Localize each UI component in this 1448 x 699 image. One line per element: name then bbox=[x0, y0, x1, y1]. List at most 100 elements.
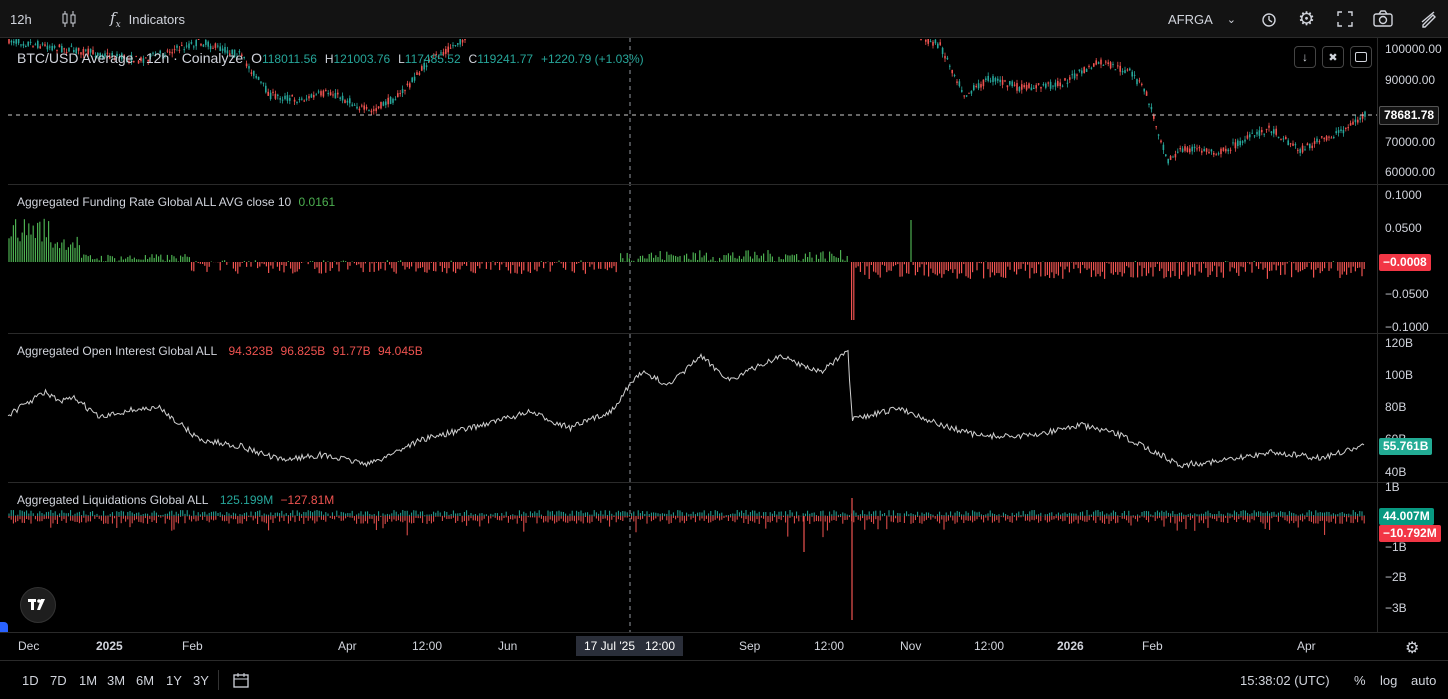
move-pane-down-button[interactable]: ↓ bbox=[1294, 46, 1316, 68]
open-value: 118011.56 bbox=[261, 52, 317, 66]
price-candle bbox=[1299, 149, 1301, 154]
date-range-button[interactable] bbox=[232, 661, 250, 699]
price-candle bbox=[77, 47, 80, 51]
price-candle bbox=[310, 94, 313, 98]
price-candle bbox=[20, 44, 22, 46]
price-candle bbox=[32, 45, 34, 47]
price-candle bbox=[994, 78, 997, 82]
range-6m-button[interactable]: 6M bbox=[136, 672, 155, 688]
pane-separator[interactable] bbox=[8, 333, 1448, 334]
price-candle bbox=[1138, 80, 1141, 82]
price-candle bbox=[392, 98, 394, 103]
price-candle bbox=[121, 53, 123, 60]
range-1d-button[interactable]: 1D bbox=[22, 672, 39, 688]
tradingview-logo[interactable] bbox=[20, 587, 56, 623]
price-candle bbox=[442, 52, 445, 55]
price-candle bbox=[1143, 88, 1145, 92]
price-candle bbox=[193, 46, 195, 48]
log-scale-button[interactable]: log bbox=[1380, 672, 1398, 688]
clock-timezone-button[interactable]: 15:38:02 (UTC) bbox=[1240, 672, 1330, 688]
liq-tick: −1B bbox=[1385, 540, 1407, 554]
time-axis[interactable]: Dec 2025 Feb Apr 12:00 Jun Sep 12:00 Nov… bbox=[0, 632, 1448, 660]
price-candle bbox=[231, 49, 233, 55]
price-candle bbox=[284, 95, 286, 100]
symbol-title[interactable]: BTC/USD Average · 12h · Coinalyze bbox=[17, 50, 244, 66]
fullscreen-button[interactable] bbox=[1336, 0, 1354, 38]
price-candle bbox=[224, 46, 226, 53]
percent-scale-button[interactable]: % bbox=[1354, 672, 1366, 688]
oi-tick: 100B bbox=[1385, 368, 1414, 382]
price-candle bbox=[97, 53, 99, 56]
price-candle bbox=[985, 78, 987, 80]
funding-title[interactable]: Aggregated Funding Rate Global ALL AVG c… bbox=[17, 195, 292, 209]
price-candle bbox=[281, 99, 284, 101]
price-candle bbox=[968, 92, 970, 94]
pane-separator[interactable] bbox=[8, 184, 1448, 185]
maximize-pane-button[interactable] bbox=[1350, 46, 1372, 68]
price-candle bbox=[1261, 129, 1263, 133]
range-3m-button[interactable]: 3M bbox=[107, 672, 126, 688]
pane-separator[interactable] bbox=[8, 482, 1448, 483]
price-candle bbox=[1203, 148, 1205, 152]
price-candle bbox=[101, 54, 104, 58]
price-candle bbox=[1078, 69, 1081, 72]
price-candle bbox=[217, 45, 219, 47]
price-candle bbox=[214, 43, 217, 48]
price-candle bbox=[1133, 74, 1136, 76]
auto-scale-button[interactable]: auto bbox=[1411, 672, 1437, 688]
price-candle bbox=[1364, 111, 1366, 117]
price-candle bbox=[92, 49, 94, 55]
indicators-button[interactable]: fx Indicators bbox=[110, 0, 185, 38]
price-candle bbox=[1246, 135, 1249, 139]
gear-icon[interactable]: ⚙ bbox=[1405, 640, 1420, 657]
oi-legend: Aggregated Open Interest Global ALL 94.3… bbox=[17, 344, 427, 358]
price-candle bbox=[1249, 134, 1251, 138]
symbol-button[interactable]: AFRGA ⌄ bbox=[1168, 0, 1236, 38]
price-candle bbox=[997, 78, 999, 81]
price-candle bbox=[149, 53, 152, 57]
price-candle bbox=[82, 49, 85, 56]
price-candle bbox=[970, 90, 973, 94]
pencil-icon bbox=[1421, 11, 1436, 28]
price-candle bbox=[171, 52, 173, 54]
collapse-pane-button[interactable]: ✖ bbox=[1322, 46, 1344, 68]
price-candle bbox=[1016, 83, 1018, 91]
range-1y-button[interactable]: 1Y bbox=[166, 672, 182, 688]
liq-title[interactable]: Aggregated Liquidations Global ALL bbox=[17, 493, 209, 507]
price-candle bbox=[322, 90, 325, 97]
price-candle bbox=[1285, 136, 1287, 140]
price-candle bbox=[308, 96, 310, 99]
price-candle bbox=[1208, 151, 1210, 154]
range-7d-button[interactable]: 7D bbox=[50, 672, 67, 688]
price-candle bbox=[106, 52, 109, 54]
price-candle bbox=[449, 47, 452, 49]
price-candle bbox=[1102, 64, 1105, 66]
indicators-label: Indicators bbox=[128, 11, 186, 27]
price-candle bbox=[349, 98, 351, 104]
liq-short-tag: −10.792M bbox=[1379, 525, 1441, 542]
price-candle bbox=[452, 45, 454, 47]
price-candle bbox=[70, 45, 73, 47]
price-candle bbox=[176, 45, 178, 48]
price-candle bbox=[1061, 85, 1064, 87]
range-1m-button[interactable]: 1M bbox=[79, 672, 98, 688]
price-candle bbox=[973, 85, 975, 91]
liq-long-tag: 44.007M bbox=[1379, 508, 1434, 525]
price-candle bbox=[370, 110, 373, 113]
last-price-tag: 78681.78 bbox=[1379, 106, 1440, 125]
settings-button[interactable]: ⚙ bbox=[1298, 0, 1315, 38]
price-candle bbox=[147, 60, 149, 62]
price-candle bbox=[173, 49, 176, 51]
drawing-tools-button[interactable] bbox=[1420, 0, 1438, 38]
chart-type-button[interactable] bbox=[60, 0, 78, 38]
screenshot-button[interactable] bbox=[1373, 0, 1393, 38]
range-3y-button[interactable]: 3Y bbox=[193, 672, 209, 688]
price-candle bbox=[1117, 65, 1119, 67]
price-candle bbox=[1186, 147, 1189, 152]
alert-button[interactable] bbox=[1260, 0, 1278, 38]
oi-title[interactable]: Aggregated Open Interest Global ALL bbox=[17, 344, 218, 358]
interval-button[interactable]: 12h bbox=[10, 0, 32, 38]
price-candle bbox=[1107, 62, 1109, 65]
funding-legend: Aggregated Funding Rate Global ALL AVG c… bbox=[17, 195, 339, 209]
